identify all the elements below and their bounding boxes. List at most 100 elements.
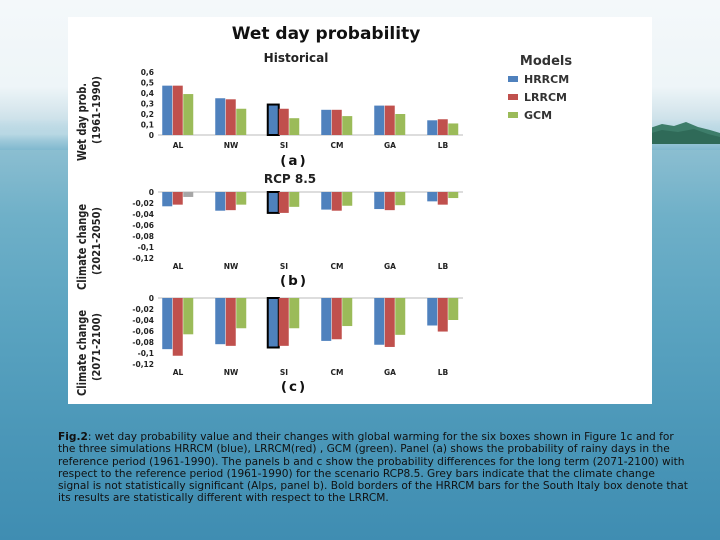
- y-tick-label: 0: [149, 131, 154, 140]
- figure-panel: Wet day probability Models HRRCM LRRCM G…: [68, 17, 652, 404]
- panel-b-rcp85-2021-2050: RCP 8.5 Climate change (2021-2050) 0 -0,02 -0…: [74, 172, 463, 290]
- bar-lrrcm-si: [278, 108, 289, 135]
- bar-lrrcm-si: [278, 298, 289, 346]
- bar-hrrcm-nw: [215, 298, 226, 345]
- x-tick-label: AL: [173, 262, 184, 271]
- y-tick-label: -0,08: [132, 232, 154, 241]
- bar-lrrcm-si: [278, 192, 289, 213]
- bar-lrrcm-cm: [331, 192, 342, 211]
- y-axis-label: Climate change: [74, 204, 89, 290]
- y-axis-label: Climate change: [74, 310, 89, 396]
- bar-lrrcm-al: [172, 192, 183, 205]
- y-tick-label: -0,1: [138, 243, 154, 252]
- bar-gcm-nw: [236, 298, 247, 329]
- bar-hrrcm-cm: [321, 192, 332, 210]
- bar-hrrcm-lb: [427, 120, 438, 135]
- x-tick-label: CM: [331, 368, 344, 377]
- legend-swatch-lrrcm: [508, 94, 518, 100]
- figure-caption: Fig.2: wet day probability value and the…: [58, 431, 688, 505]
- x-tick-label: SI: [280, 262, 288, 271]
- bar-lrrcm-lb: [437, 119, 448, 135]
- bar-gcm-al: [183, 94, 194, 135]
- x-tick-label: NW: [224, 368, 239, 377]
- bar-lrrcm-ga: [384, 105, 395, 135]
- x-tick-label: CM: [331, 262, 344, 271]
- y-tick-label: 0,2: [141, 110, 154, 119]
- wet-day-probability-figure: Wet day probability Models HRRCM LRRCM G…: [74, 24, 572, 396]
- bar-gcm-cm: [342, 298, 353, 327]
- panel-title: Historical: [264, 51, 329, 65]
- bar-lrrcm-al: [172, 298, 183, 356]
- bar-gcm-cm: [342, 116, 353, 135]
- y-axis-sublabel: (1961-1990): [91, 76, 103, 144]
- bar-gcm-lb: [448, 298, 459, 320]
- caption-text: : wet day probability value and their ch…: [58, 431, 688, 505]
- x-tick-label: AL: [173, 368, 184, 377]
- panel-a-historical: Historical Wet day prob. (1961-1990) 0,6 0,5…: [74, 51, 463, 169]
- legend-label-lrrcm: LRRCM: [524, 91, 567, 104]
- y-tick-label: -0,02: [132, 199, 154, 208]
- x-tick-label: CM: [331, 141, 344, 150]
- bar-gcm-al: [183, 298, 194, 335]
- x-tick-label: SI: [280, 368, 288, 377]
- bar-gcm-ga: [395, 192, 406, 206]
- x-tick-label: AL: [173, 141, 184, 150]
- panel-title: RCP 8.5: [264, 172, 316, 186]
- bar-hrrcm-nw: [215, 192, 226, 211]
- y-tick-label: -0,12: [132, 360, 154, 369]
- bar-hrrcm-nw: [215, 98, 226, 135]
- bar-gcm-lb: [448, 123, 459, 135]
- x-tick-label: GA: [384, 368, 396, 377]
- panel-tag: (c): [281, 379, 307, 395]
- caption-label: Fig.2: [58, 431, 88, 443]
- legend-label-gcm: GCM: [524, 109, 552, 122]
- bar-gcm-nw: [236, 192, 247, 205]
- x-tick-label: GA: [384, 141, 396, 150]
- x-tick-label: SI: [280, 141, 288, 150]
- y-axis-sublabel: (2021-2050): [91, 207, 103, 275]
- bar-hrrcm-ga: [374, 298, 385, 345]
- bar-hrrcm-ga: [374, 192, 385, 210]
- y-tick-label: -0,08: [132, 338, 154, 347]
- y-tick-label: -0,1: [138, 349, 154, 358]
- x-tick-label: NW: [224, 141, 239, 150]
- bar-gcm-si: [289, 298, 300, 329]
- y-tick-label: 0,4: [141, 89, 154, 98]
- bar-hrrcm-ga: [374, 105, 385, 135]
- bar-hrrcm-al: [162, 85, 173, 135]
- bar-lrrcm-al: [172, 85, 183, 135]
- y-tick-label: 0,5: [141, 79, 154, 88]
- bar-hrrcm-cm: [321, 298, 332, 341]
- bar-gcm-lb: [448, 192, 459, 199]
- y-tick-label: -0,06: [132, 221, 154, 230]
- legend-label-hrrcm: HRRCM: [524, 73, 569, 86]
- x-tick-label: LB: [438, 368, 449, 377]
- legend-swatch-gcm: [508, 112, 518, 118]
- main-title: Wet day probability: [232, 24, 421, 44]
- y-tick-label: -0,04: [132, 316, 154, 325]
- bar-lrrcm-nw: [225, 99, 236, 135]
- y-axis-sublabel: (2071-2100): [91, 313, 103, 381]
- bar-lrrcm-ga: [384, 298, 395, 347]
- bar-hrrcm-si: [268, 192, 279, 213]
- bar-hrrcm-al: [162, 298, 173, 350]
- bar-lrrcm-cm: [331, 109, 342, 135]
- y-tick-label: 0,1: [141, 121, 154, 130]
- bar-gcm-ga: [395, 114, 406, 135]
- legend-swatch-hrrcm: [508, 76, 518, 82]
- bar-lrrcm-ga: [384, 192, 395, 211]
- x-tick-label: NW: [224, 262, 239, 271]
- legend: Models HRRCM LRRCM GCM: [508, 54, 572, 122]
- bar-hrrcm-si: [268, 298, 279, 348]
- y-tick-label: 0,3: [141, 100, 154, 109]
- bar-hrrcm-si: [268, 104, 279, 135]
- panel-c-rcp85-2071-2100: Climate change (2071-2100) 0 -0,02 -0,04 -0,0…: [74, 294, 463, 396]
- bar-gcm-ga: [395, 298, 406, 335]
- bar-hrrcm-cm: [321, 109, 332, 135]
- bar-gcm-nw: [236, 108, 247, 135]
- y-axis-label: Wet day prob.: [74, 83, 89, 161]
- y-tick-label: -0,06: [132, 327, 154, 336]
- y-tick-label: -0,04: [132, 210, 154, 219]
- y-tick-label: 0: [149, 294, 154, 303]
- y-tick-label: -0,12: [132, 254, 154, 263]
